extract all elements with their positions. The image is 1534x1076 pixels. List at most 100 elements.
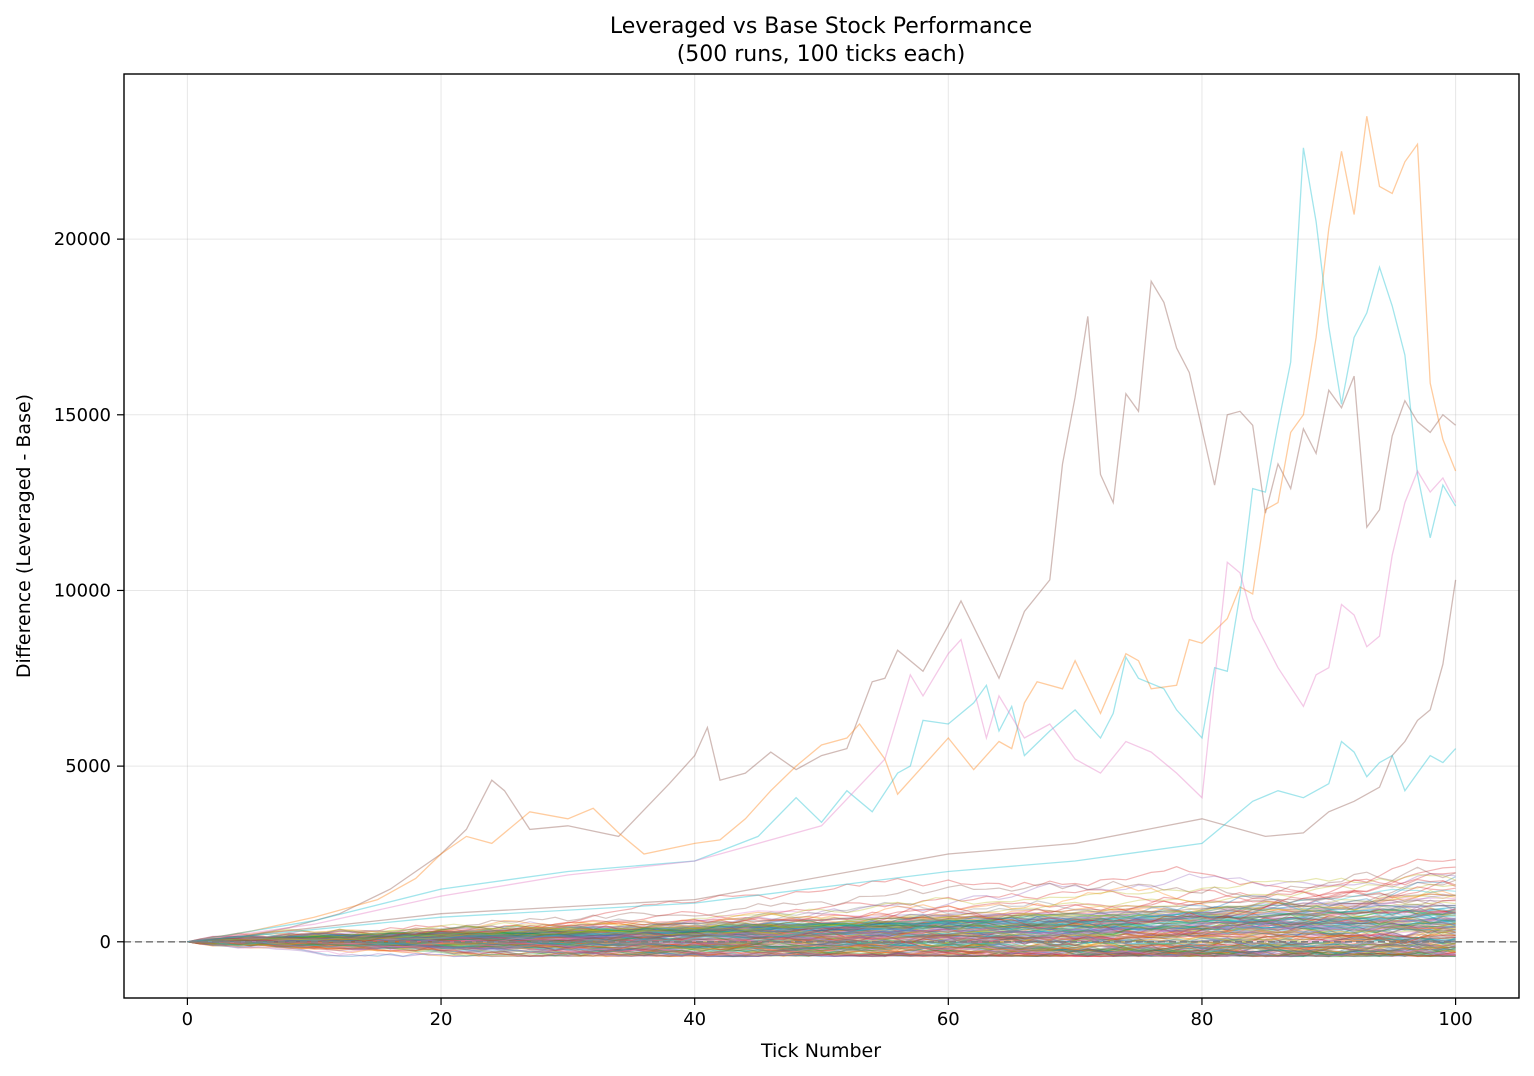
run-line (187, 935, 1456, 958)
run-line (187, 922, 1456, 953)
run-line (187, 938, 1456, 958)
run-line (187, 897, 1456, 943)
run-line (187, 933, 1456, 958)
run-line (187, 919, 1456, 943)
run-line (187, 906, 1456, 943)
run-line (187, 923, 1456, 943)
y-tick-label: 20000 (54, 229, 111, 250)
run-line (187, 907, 1456, 943)
run-line-outlier (187, 279, 1457, 943)
run-line (187, 906, 1456, 954)
run-line (187, 922, 1456, 958)
run-line (187, 940, 1456, 953)
run-line (187, 941, 1456, 958)
x-tick-label: 40 (683, 1009, 706, 1030)
run-line (187, 912, 1456, 943)
x-tick-label: 0 (182, 1009, 193, 1030)
grid-lines (124, 74, 1519, 998)
x-axis-label: Tick Number (760, 1040, 881, 1062)
run-line (187, 938, 1456, 958)
run-line (187, 886, 1456, 944)
run-line (187, 941, 1456, 958)
plot-area (124, 116, 1519, 958)
y-tick-label: 5000 (65, 756, 111, 777)
run-line (187, 920, 1456, 943)
run-line (187, 895, 1456, 945)
run-line (187, 919, 1456, 943)
run-line (187, 927, 1456, 958)
run-line (187, 908, 1456, 954)
run-line (187, 919, 1456, 944)
highlight-runs (187, 116, 1457, 943)
run-line (187, 916, 1456, 945)
run-line (187, 931, 1456, 957)
run-line (187, 911, 1456, 943)
run-line (187, 919, 1456, 950)
run-line (187, 889, 1456, 957)
run-line (187, 897, 1456, 945)
run-line (187, 917, 1456, 957)
run-line (187, 930, 1456, 947)
run-line (187, 921, 1456, 947)
run-line (187, 929, 1456, 958)
run-line (187, 936, 1456, 953)
run-line (187, 866, 1456, 943)
run-line (187, 938, 1456, 951)
run-line (187, 941, 1456, 958)
runs-band (187, 858, 1456, 958)
run-line (187, 915, 1456, 943)
run-line (187, 922, 1456, 944)
run-line (187, 924, 1456, 958)
run-line (187, 901, 1456, 943)
run-line (187, 873, 1456, 945)
run-line (187, 912, 1456, 943)
run-line (187, 931, 1456, 943)
y-axis-label: Difference (Leveraged - Base) (13, 394, 35, 678)
run-line (187, 940, 1456, 958)
run-line (187, 925, 1456, 958)
run-line (187, 927, 1456, 946)
run-line (187, 938, 1456, 955)
run-line (187, 917, 1456, 944)
run-line (187, 941, 1456, 958)
run-line (187, 908, 1456, 957)
run-line (187, 934, 1456, 953)
run-line (187, 910, 1456, 944)
run-line (187, 936, 1456, 953)
run-line (187, 933, 1456, 944)
run-line (187, 879, 1456, 948)
run-line (187, 933, 1456, 958)
run-line (187, 938, 1456, 951)
run-line (187, 894, 1456, 947)
run-line (187, 912, 1456, 943)
run-line (187, 938, 1456, 958)
run-line (187, 920, 1456, 943)
run-line (187, 914, 1456, 944)
run-line (187, 925, 1456, 943)
run-line (187, 925, 1456, 958)
run-line (187, 932, 1456, 958)
run-line (187, 925, 1456, 950)
y-axis-ticks: 0 5000 10000 15000 20000 (54, 229, 124, 953)
run-line (187, 905, 1456, 949)
run-line (187, 899, 1456, 945)
run-line (187, 926, 1456, 958)
run-line (187, 922, 1456, 952)
run-line (187, 902, 1456, 946)
run-line (187, 939, 1456, 958)
plot-frame (123, 73, 1520, 999)
run-line (187, 938, 1456, 956)
x-tick-label: 60 (937, 1009, 960, 1030)
run-line (187, 904, 1456, 943)
run-line (187, 876, 1456, 946)
y-tick-label: 10000 (54, 580, 111, 601)
run-line (187, 932, 1456, 958)
run-line (187, 939, 1456, 958)
run-line (187, 883, 1456, 948)
run-line (187, 873, 1456, 943)
run-line (187, 908, 1456, 952)
run-line (187, 888, 1456, 947)
run-line (187, 925, 1456, 957)
run-line (187, 940, 1456, 958)
